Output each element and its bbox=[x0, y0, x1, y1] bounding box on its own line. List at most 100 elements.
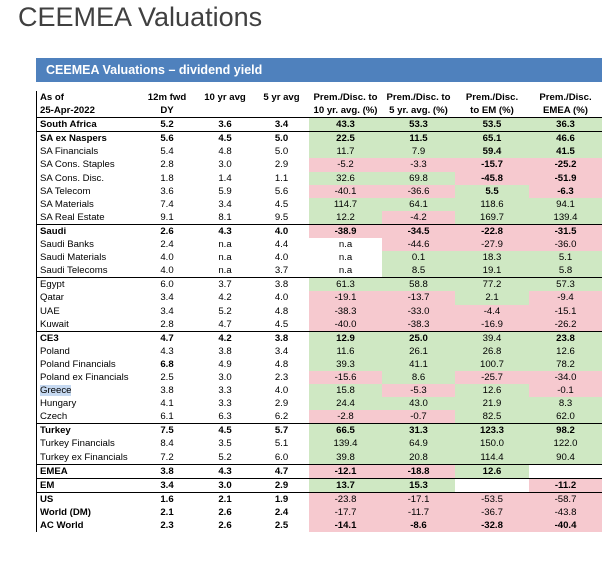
value-cell: 4.5 bbox=[196, 131, 254, 146]
value-cell: 13.7 bbox=[309, 477, 382, 493]
value-cell: 11.6 bbox=[309, 344, 382, 358]
value-cell: 53.5 bbox=[455, 117, 529, 132]
row-label: AC World bbox=[40, 520, 84, 531]
value-cell: 31.3 bbox=[382, 423, 455, 438]
value-cell: 3.0 bbox=[218, 159, 232, 171]
value-cell: 8.3 bbox=[529, 397, 602, 411]
value-cell: 15.8 bbox=[309, 384, 382, 398]
value-cell: 18.3 bbox=[455, 251, 529, 265]
row-label: Hungary bbox=[40, 398, 77, 410]
value-cell: 3.0 bbox=[218, 371, 232, 383]
value-cell: 1.4 bbox=[218, 172, 232, 184]
value-cell: 4.8 bbox=[274, 305, 289, 317]
value-cell: 3.7 bbox=[274, 265, 289, 277]
table-row: World (DM) 2.1 2.6 2.4 -17.7 -11.7 -36.7 -43.8 bbox=[36, 505, 602, 519]
value-cell: 6.8 bbox=[160, 358, 174, 370]
table-row: AC World 2.3 2.6 2.5 -14.1 -8.6 -32.8 -40.4 bbox=[36, 519, 602, 533]
value-cell: -12.1 bbox=[309, 463, 382, 479]
header-cell: 5 yr avg bbox=[263, 92, 300, 103]
value-cell: n.a bbox=[218, 252, 232, 264]
value-cell: 65.1 bbox=[455, 131, 529, 146]
header-cell: to EM (%) bbox=[455, 104, 529, 119]
value-cell: 4.7 bbox=[254, 463, 309, 479]
value-cell: 4.8 bbox=[274, 358, 289, 370]
value-cell: -3.3 bbox=[382, 158, 455, 172]
table-row: Poland Financials 6.8 4.9 4.8 39.3 41.1 100.7 7… bbox=[36, 357, 602, 371]
value-cell: -9.4 bbox=[529, 291, 602, 305]
row-label: Kuwait bbox=[40, 318, 69, 330]
table-row: Poland ex Financials 2.5 3.0 2.3 -15.6 8.6 -25… bbox=[36, 370, 602, 385]
value-cell: 19.1 bbox=[455, 264, 529, 278]
value-cell: 12.6 bbox=[455, 463, 529, 479]
value-cell: 5.2 bbox=[218, 305, 232, 317]
value-cell: 8.4 bbox=[160, 438, 174, 450]
header-cell: 25-Apr-2022 bbox=[36, 104, 138, 119]
value-cell: -6.3 bbox=[529, 184, 602, 198]
value-cell: 41.1 bbox=[382, 357, 455, 371]
value-cell: 39.8 bbox=[309, 450, 382, 465]
value-cell: -40.0 bbox=[309, 317, 382, 332]
value-cell: 6.0 bbox=[138, 277, 196, 292]
row-label: SA Telecom bbox=[40, 185, 91, 197]
value-cell: 6.2 bbox=[274, 411, 289, 423]
value-cell: 4.0 bbox=[160, 265, 174, 277]
value-cell: 4.5 bbox=[274, 198, 289, 210]
table-row: Hungary 4.1 3.3 2.9 24.4 43.0 21.9 8.3 bbox=[36, 397, 602, 411]
row-label: Poland ex Financials bbox=[40, 371, 129, 383]
table-row: SA Materials 7.4 3.4 4.5 114.7 64.1 118.6 94.1 bbox=[36, 197, 602, 211]
value-cell: 12.6 bbox=[455, 384, 529, 398]
row-label: Turkey bbox=[36, 423, 138, 438]
value-cell: 26.8 bbox=[455, 344, 529, 358]
left-rule bbox=[36, 91, 37, 532]
table-row: CE3 4.7 4.2 3.8 12.9 25.0 39.4 23.8 bbox=[36, 330, 602, 345]
value-cell: 5.6 bbox=[274, 185, 289, 197]
value-cell: 2.1 bbox=[160, 506, 174, 518]
value-cell: 2.3 bbox=[160, 520, 174, 531]
dividend-yield-table: As of 12m fwd 10 yr avg 5 yr avg Prem./D… bbox=[36, 91, 602, 533]
value-cell: 3.5 bbox=[218, 438, 232, 450]
value-cell: 2.5 bbox=[274, 520, 289, 531]
value-cell: -0.7 bbox=[382, 410, 455, 424]
highlighted-label: Greece bbox=[40, 385, 72, 397]
value-cell: -15.1 bbox=[529, 304, 602, 318]
value-cell: 1.8 bbox=[160, 172, 174, 184]
table-row: Turkey Financials 8.4 3.5 5.1 139.4 64.9 150.0… bbox=[36, 437, 602, 451]
value-cell: -38.9 bbox=[309, 223, 382, 239]
header-cell: Prem./Disc. bbox=[465, 92, 519, 103]
value-cell: -43.8 bbox=[529, 505, 602, 519]
value-cell: -25.2 bbox=[529, 158, 602, 172]
value-cell: 26.1 bbox=[382, 344, 455, 358]
row-label: South Africa bbox=[40, 119, 97, 131]
value-cell: -2.8 bbox=[309, 410, 382, 424]
row-label: Turkey Financials bbox=[40, 438, 115, 450]
value-cell: 169.7 bbox=[455, 210, 529, 225]
value-cell: -36.6 bbox=[382, 184, 455, 198]
value-cell: 3.3 bbox=[218, 398, 232, 410]
value-cell: 39.3 bbox=[309, 357, 382, 371]
value-cell: 2.4 bbox=[160, 239, 174, 251]
value-cell: -17.7 bbox=[309, 505, 382, 519]
value-cell: 8.1 bbox=[218, 211, 232, 223]
table-row: EMEA 3.8 4.3 4.7 -12.1 -18.8 12.6 bbox=[36, 463, 602, 479]
value-cell: 32.6 bbox=[309, 171, 382, 185]
value-cell: -40.1 bbox=[309, 184, 382, 198]
value-cell: 5.8 bbox=[529, 264, 602, 278]
value-cell: 77.2 bbox=[455, 277, 529, 292]
row-label: SA Financials bbox=[40, 146, 99, 158]
value-cell: 5.1 bbox=[274, 438, 289, 450]
value-cell: 94.1 bbox=[529, 197, 602, 211]
value-cell: -16.9 bbox=[455, 317, 529, 332]
value-cell: 43.3 bbox=[309, 117, 382, 132]
row-label: CE3 bbox=[36, 330, 138, 345]
page-title: CEEMEA Valuations bbox=[18, 2, 263, 32]
value-cell: 1.9 bbox=[254, 491, 309, 506]
value-cell: -17.1 bbox=[382, 491, 455, 506]
value-cell: 3.8 bbox=[218, 345, 232, 357]
valuation-table-frame: CEEMEA Valuations – dividend yield As of… bbox=[36, 58, 602, 552]
header-cell: 5 yr. avg. (%) bbox=[382, 104, 455, 119]
row-label: Egypt bbox=[36, 277, 138, 292]
value-cell: 4.2 bbox=[196, 330, 254, 345]
table-row: SA Financials 5.4 4.8 5.0 11.7 7.9 59.4 41.5 bbox=[36, 145, 602, 159]
row-label: World (DM) bbox=[40, 506, 91, 518]
value-cell: 3.8 bbox=[160, 385, 174, 397]
